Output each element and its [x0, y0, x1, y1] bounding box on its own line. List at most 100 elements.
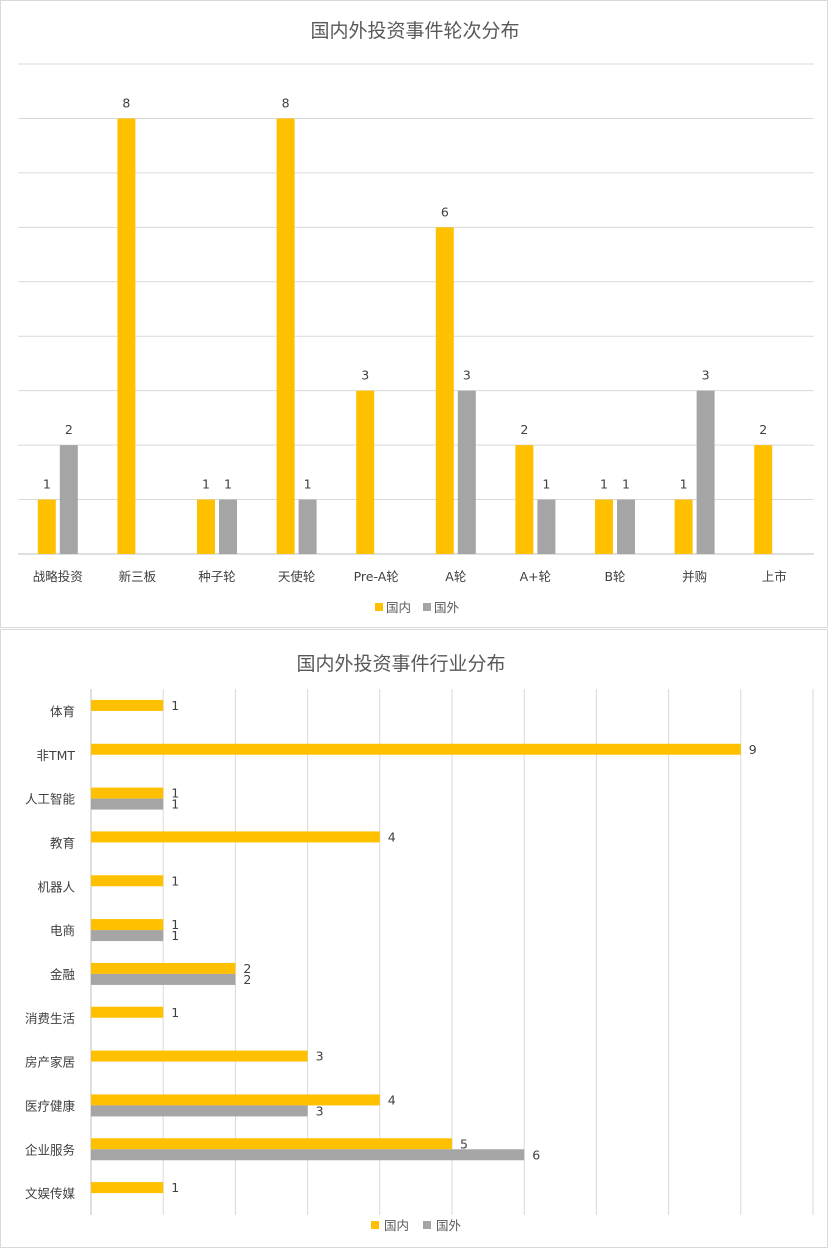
x-tick-label: 种子轮	[198, 569, 236, 584]
data-label: 2	[759, 422, 767, 437]
data-label: 6	[441, 204, 449, 219]
legend-swatch	[423, 1221, 431, 1229]
y-tick-label: 医疗健康	[25, 1098, 76, 1113]
y-tick-label: 教育	[50, 835, 75, 850]
bar-domestic	[91, 743, 741, 755]
bar-foreign	[91, 930, 164, 942]
data-label: 8	[122, 95, 130, 110]
bar-domestic	[37, 499, 56, 554]
data-label: 2	[243, 961, 251, 976]
bar-foreign	[298, 499, 317, 554]
data-label: 1	[171, 873, 179, 888]
data-label: 3	[361, 368, 369, 383]
data-label: 1	[171, 1180, 179, 1195]
data-label: 4	[388, 829, 396, 844]
legend-label: 国外	[434, 600, 460, 615]
bar-domestic	[91, 875, 164, 887]
x-tick-label: 新三板	[119, 569, 157, 584]
bar-domestic	[91, 787, 164, 799]
bar-domestic	[117, 118, 136, 554]
data-label: 1	[171, 698, 179, 713]
bar-domestic	[91, 1094, 380, 1106]
y-tick-label: 房产家居	[25, 1055, 75, 1070]
data-label: 1	[622, 477, 630, 492]
bar-foreign	[617, 499, 635, 554]
bar-foreign	[91, 973, 236, 985]
y-tick-label: 文娱传媒	[25, 1186, 76, 1201]
legend-swatch	[375, 603, 383, 611]
x-tick-label: 并购	[682, 569, 707, 584]
legend-label: 国内	[384, 1218, 409, 1233]
legend-label: 国内	[386, 600, 411, 615]
bar-domestic	[515, 445, 534, 554]
data-label: 1	[680, 477, 688, 492]
data-label: 3	[702, 368, 710, 383]
data-label: 1	[224, 477, 232, 492]
chart-title: 国内外投资事件轮次分布	[310, 20, 519, 42]
data-label: 1	[171, 1005, 179, 1020]
data-label: 2	[243, 972, 251, 987]
data-label: 1	[171, 797, 179, 812]
bar-domestic	[276, 118, 295, 554]
data-label: 3	[316, 1049, 324, 1064]
data-label: 8	[282, 95, 290, 110]
bar-foreign	[457, 390, 476, 554]
data-label: 6	[532, 1147, 540, 1162]
data-label: 1	[171, 917, 179, 932]
data-label: 1	[171, 928, 179, 943]
data-label: 1	[202, 477, 210, 492]
data-label: 1	[600, 477, 608, 492]
data-label: 3	[316, 1103, 324, 1118]
data-label: 1	[171, 786, 179, 801]
x-tick-label: B轮	[604, 569, 625, 584]
y-tick-label: 消费生活	[25, 1011, 75, 1026]
legend-swatch	[423, 603, 431, 611]
bar-foreign	[59, 445, 78, 554]
bar-domestic	[91, 1182, 164, 1194]
x-tick-label: 天使轮	[278, 569, 316, 584]
bar-foreign	[91, 1105, 308, 1117]
chart-title: 国内外投资事件行业分布	[296, 653, 505, 675]
data-label: 1	[304, 477, 312, 492]
x-tick-label: A+轮	[520, 569, 552, 584]
bar-domestic	[754, 445, 773, 554]
data-label: 5	[460, 1136, 468, 1151]
data-label: 1	[43, 477, 51, 492]
bar-domestic	[91, 962, 236, 974]
x-tick-label: Pre-A轮	[354, 569, 399, 584]
y-tick-label: 机器人	[37, 879, 75, 894]
y-tick-label: 金融	[50, 967, 76, 982]
data-label: 3	[463, 368, 471, 383]
bar-foreign	[537, 499, 556, 554]
y-tick-label: 人工智能	[25, 792, 76, 807]
y-tick-label: 非TMT	[36, 748, 75, 763]
bar-foreign	[219, 499, 237, 554]
bar-domestic	[356, 390, 375, 554]
bar-domestic	[595, 499, 613, 554]
bar-foreign	[91, 798, 164, 810]
bar-domestic	[91, 1050, 308, 1062]
data-label: 1	[542, 477, 550, 492]
bar-foreign	[91, 1149, 525, 1161]
bar-foreign	[696, 390, 715, 554]
bar-domestic	[91, 831, 380, 843]
bar-domestic	[91, 699, 164, 711]
legend-swatch	[371, 1221, 379, 1229]
bar-domestic	[197, 499, 215, 554]
x-tick-label: 战略投资	[33, 569, 83, 584]
x-tick-label: A轮	[445, 569, 466, 584]
y-tick-label: 电商	[50, 923, 75, 938]
y-tick-label: 体育	[50, 704, 75, 719]
data-label: 9	[749, 742, 757, 757]
legend-label: 国外	[436, 1218, 462, 1233]
data-label: 2	[520, 422, 528, 437]
bar-domestic	[91, 1138, 452, 1150]
bar-domestic	[91, 1006, 164, 1018]
y-tick-label: 企业服务	[25, 1142, 75, 1157]
bar-domestic	[91, 919, 164, 931]
bar-domestic	[674, 499, 693, 554]
